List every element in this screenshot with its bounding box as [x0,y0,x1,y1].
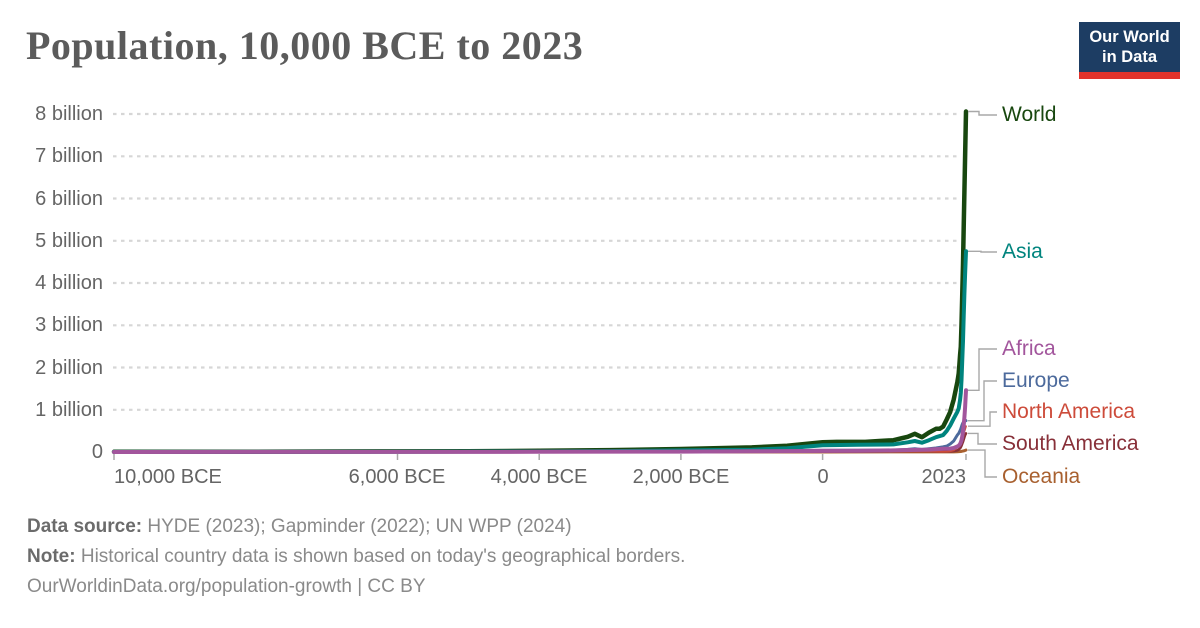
y-axis-label-2: 2 billion [35,357,103,379]
series-label-asia: Asia [1002,240,1043,263]
series-label-oceania: Oceania [1002,465,1081,488]
y-axis-label-0: 0 [91,441,103,463]
series-label-europe: Europe [1002,369,1070,392]
y-axis-label-6: 6 billion [35,188,103,210]
chart-footer: Data source: HYDE (2023); Gapminder (202… [27,512,685,602]
connector-world [968,110,997,116]
connector-europe [968,380,997,422]
x-axis-label-2,000-bce: 2,000 BCE [632,466,730,488]
connector-oceania [968,449,997,478]
owid-logo-text: Our World in Data [1079,22,1180,72]
connector-africa [968,348,997,391]
y-axis-label-8: 8 billion [35,103,103,125]
series-line-asia [112,249,968,454]
connector-south-america [968,432,997,445]
logo-line2: in Data [1101,48,1157,66]
data-source-label: Data source: [27,516,143,537]
y-axis-label-4: 4 billion [35,272,103,294]
note-line: Note: Historical country data is shown b… [27,542,685,572]
logo-line1: Our World [1089,28,1170,46]
series-label-south-america: South America [1002,432,1139,455]
y-axis-label-1: 1 billion [35,399,103,421]
connector-asia [968,250,997,253]
y-axis-label-7: 7 billion [35,145,103,167]
series-lines [111,109,969,455]
label-connectors [968,110,997,478]
x-axis-label-0: 0 [817,466,829,488]
x-axis-ticks [113,454,967,460]
chart-title: Population, 10,000 BCE to 2023 [26,23,584,68]
x-axis-label-6,000-bce: 6,000 BCE [348,466,446,488]
series-label-africa: Africa [1002,337,1056,360]
data-source-text: HYDE (2023); Gapminder (2022); UN WPP (2… [142,516,572,537]
logo-red-bar [1079,72,1180,79]
y-axis-label-5: 5 billion [35,230,103,252]
series-line-world [111,109,969,455]
series-line-africa [112,388,968,454]
owid-logo: Our World in Data [1079,22,1180,79]
series-line-north-america [113,425,967,453]
note-text: Historical country data is shown based o… [75,546,686,567]
citation-line: OurWorldinData.org/population-growth | C… [27,572,685,602]
series-label-north-america: North America [1002,400,1136,423]
x-axis-label-4,000-bce: 4,000 BCE [490,466,588,488]
citation-text: OurWorldinData.org/population-growth | C… [27,576,426,597]
connector-north-america [968,411,997,427]
gridlines [113,112,958,411]
note-label: Note: [27,546,76,567]
x-axis-label-2023: 2023 [921,466,967,488]
data-source-line: Data source: HYDE (2023); Gapminder (202… [27,512,685,542]
series-line-europe [112,419,968,454]
y-axis-label-3: 3 billion [35,314,103,336]
x-axis-label-10,000-bce: 10,000 BCE [114,466,222,488]
series-label-world: World [1002,103,1057,126]
